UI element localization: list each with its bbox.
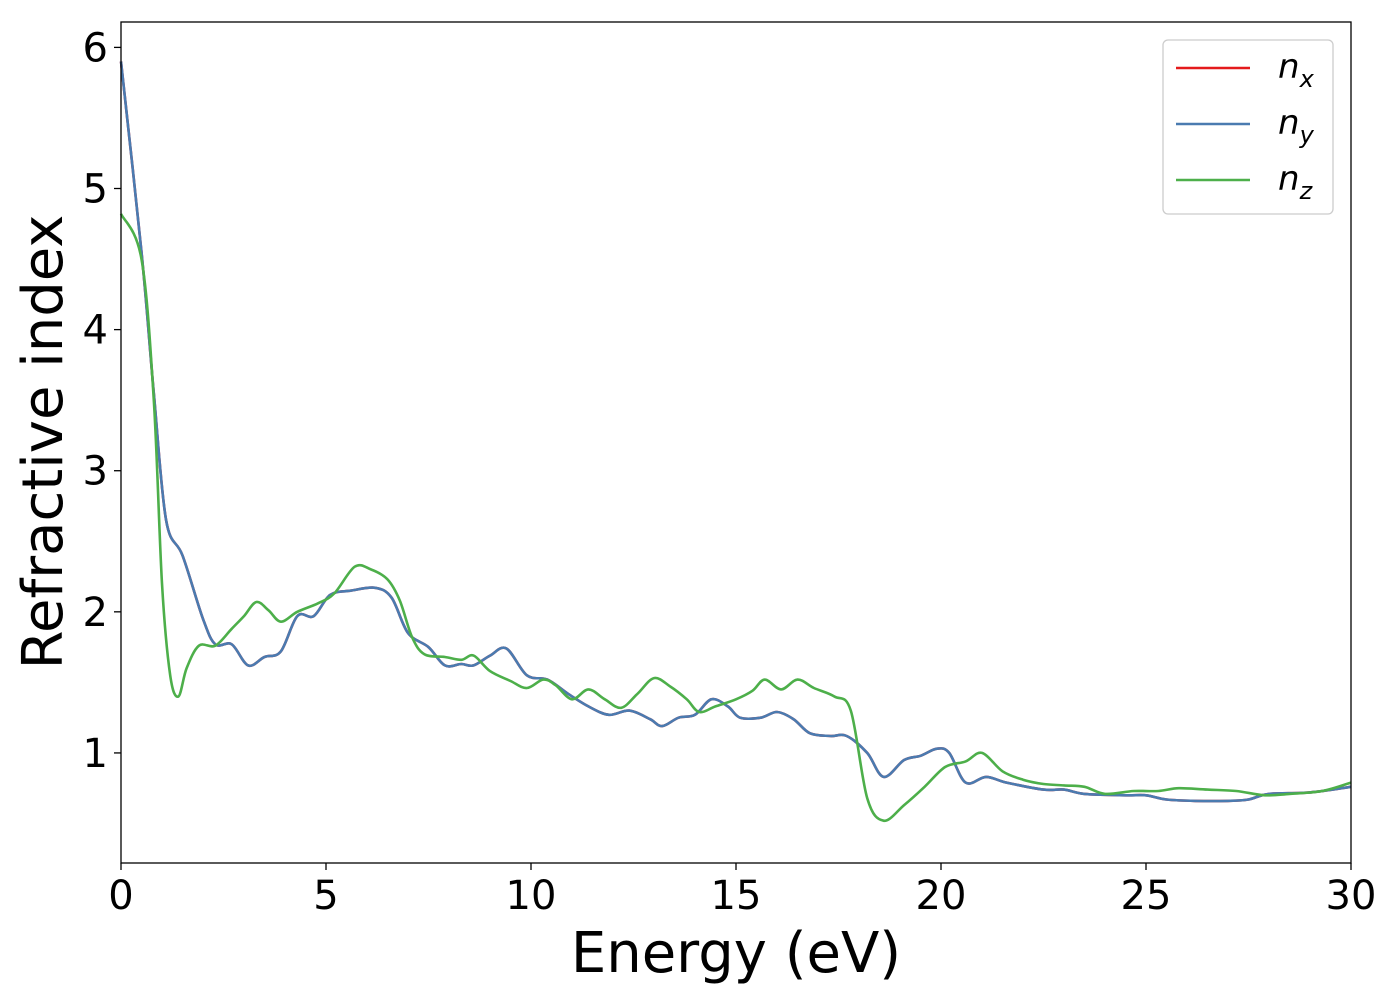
y-tick-label: 6 <box>83 25 108 71</box>
x-tick-label: 25 <box>1121 873 1172 919</box>
legend-label-n-y: ny <box>1278 103 1315 149</box>
legend-label-n-x: nx <box>1278 47 1315 93</box>
y-axis-title: Refractive index <box>11 215 76 670</box>
plot-area <box>121 22 1351 863</box>
series-lines <box>119 61 1352 823</box>
x-tick-label: 0 <box>108 873 133 919</box>
x-tick-label: 20 <box>916 873 967 919</box>
legend-box <box>1162 39 1334 215</box>
legend-label-n-z: nz <box>1278 159 1314 205</box>
x-axis-ticks: 0 5 10 15 20 25 30 <box>108 863 1376 919</box>
x-tick-label: 5 <box>313 873 338 919</box>
y-axis-ticks: 1 2 3 4 5 6 <box>83 25 121 777</box>
y-tick-label: 2 <box>83 590 108 636</box>
x-axis-title: Energy (eV) <box>571 921 901 986</box>
y-tick-label: 4 <box>83 308 108 354</box>
x-tick-label: 10 <box>506 873 557 919</box>
series-line-n-z <box>119 213 1352 823</box>
legend: nx ny nz <box>1162 39 1334 215</box>
series-line-n-y <box>119 61 1352 803</box>
y-tick-label: 3 <box>83 449 108 495</box>
y-tick-label: 5 <box>83 167 108 213</box>
x-tick-label: 15 <box>711 873 762 919</box>
x-tick-label: 30 <box>1326 873 1377 919</box>
y-tick-label: 1 <box>83 731 108 777</box>
